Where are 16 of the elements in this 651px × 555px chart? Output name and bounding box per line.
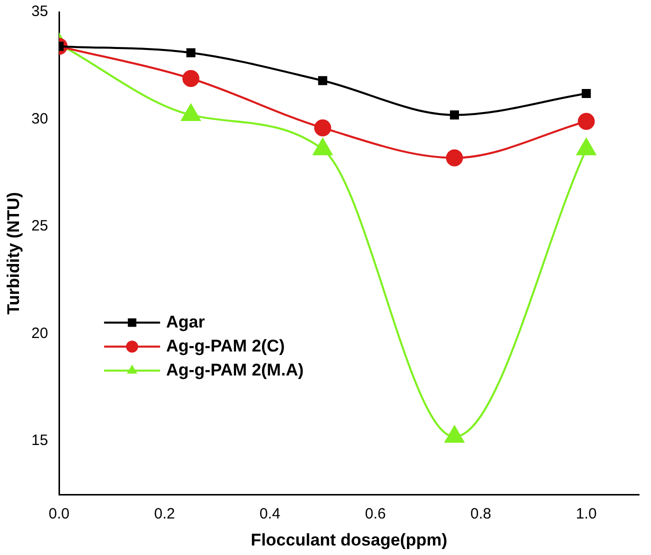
x-axis-title: Flocculant dosage(ppm)	[250, 530, 448, 550]
y-tick-label: 15	[31, 432, 48, 450]
x-tick-label: 0.4	[260, 506, 280, 523]
x-tick-label: 1.0	[576, 506, 597, 523]
y-tick-label: 25	[31, 218, 48, 235]
legend-label: Ag-g-PAM 2(C)	[166, 336, 285, 356]
x-tick-label: 0.6	[364, 506, 386, 523]
x-tick-label: 0.0	[48, 506, 70, 523]
x-tick-label: 0.8	[470, 506, 492, 523]
legend-label: Ag-g-PAM 2(M.A)	[166, 360, 304, 380]
y-tick-label: 35	[31, 3, 48, 20]
y-tick-label: 30	[31, 110, 48, 128]
y-axis-title: Turbidity (NTU)	[4, 192, 23, 315]
y-tick-label: 20	[31, 324, 48, 342]
legend-label: Agar	[166, 312, 206, 332]
x-tick-label: 0.2	[154, 506, 175, 523]
